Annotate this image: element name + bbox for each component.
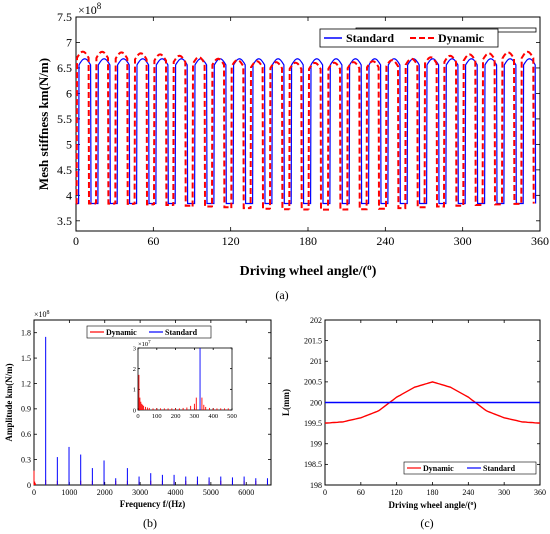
panel-a-y-tick-label: 6.5 <box>57 61 72 75</box>
panel-c-y-tick-label: 201 <box>310 357 322 366</box>
panel-a-y-tick-label: 4.5 <box>57 163 72 177</box>
panel-c-x-tick-label: 240 <box>462 488 474 497</box>
panel-c-x-tick-label: 60 <box>357 488 365 497</box>
panel-a-y-tick-label: 4 <box>66 189 72 203</box>
panel-b-inset-y-tick-label: 2 <box>133 366 136 373</box>
panel-a-y-tick-label: 5.5 <box>57 112 72 126</box>
panel-a-x-tick-label: 120 <box>222 234 240 248</box>
panel-c-x-tick-label: 0 <box>323 488 327 497</box>
panel-b-x-axis-label: Frequency f/(Hz) <box>120 499 186 509</box>
panel-b-y-tick-label: 0.9 <box>21 405 31 414</box>
panel-b-y-tick-label: 0 <box>27 481 31 490</box>
panel-a-x-tick-label: 180 <box>299 234 317 248</box>
panel-b-y-tick-label: 0.3 <box>21 455 31 464</box>
panel-a-y-tick-label: 6 <box>66 87 72 101</box>
panel-b-inset-y-tick-label: 0 <box>133 407 136 414</box>
panel-b-inset-x-tick-label: 500 <box>227 413 237 420</box>
panel-b-inset-y-tick-label: 1 <box>133 387 136 394</box>
panel-a-y-axis-label: Mesh stiffness km(N/m) <box>36 58 51 190</box>
panel-c-y-tick-label: 198 <box>310 481 322 490</box>
panel-b-x-tick-label: 5000 <box>203 488 219 497</box>
panel-a-chart: 0 60 120 180 240 300 360 3.5 4 4.5 5 5.5 6 6.5 7 7.5 ×10… <box>36 1 549 279</box>
panel-a-x-tick-label: 300 <box>454 234 472 248</box>
panel-b-x-tick-label: 6000 <box>238 488 254 497</box>
panel-a-y-tick-label: 5 <box>66 138 72 152</box>
panel-c-y-tick-label: 199 <box>310 440 322 449</box>
panel-a-x-tick-label: 240 <box>376 234 394 248</box>
panel-b-y-tick-label: 1.5 <box>21 354 31 363</box>
panel-b-inset-x-tick-label: 300 <box>190 413 200 420</box>
panel-b-inset-x-tick-label: 0 <box>136 413 139 420</box>
panel-b-inset-x-tick-label: 100 <box>152 413 162 420</box>
panel-c-x-axis-label: Driving wheel angle/(o) <box>389 500 477 510</box>
panel-c-y-tick-label: 202 <box>310 316 322 325</box>
panel-label-a: (a) <box>275 288 288 302</box>
panel-b-legend-label-dynamic: Dynamic <box>106 328 137 337</box>
panel-a-y-tick-label: 7.5 <box>57 10 72 24</box>
panel-b-chart: 0 1000 2000 3000 4000 5000 600000.30.60.91.21.… <box>4 310 272 509</box>
panel-c-y-tick-label: 199.5 <box>304 419 322 428</box>
panel-a-y-tick-label: 3.5 <box>57 214 72 228</box>
panel-b-x-tick-label: 1000 <box>61 488 77 497</box>
panel-b-y-tick-label: 1.2 <box>21 379 31 388</box>
panel-c-y-axis-label: L(mm) <box>281 389 291 416</box>
panel-a-y-multiplier: ×108 <box>78 1 102 17</box>
panel-a-x-axis-label: Driving wheel angle/(o) <box>240 262 377 279</box>
panel-b-x-tick-label: 2000 <box>97 488 113 497</box>
panel-c-x-tick-label: 360 <box>534 488 546 497</box>
panel-b-inset-plot-frame <box>137 347 233 411</box>
panel-c-y-tick-label: 201.5 <box>304 336 322 345</box>
panel-c-y-tick-label: 198.5 <box>304 460 322 469</box>
panel-a-x-tick-label: 60 <box>147 234 159 248</box>
panel-c-y-tick-label: 200 <box>310 398 322 407</box>
panel-b-y-tick-label: 1.8 <box>21 328 31 337</box>
panel-b-x-tick-label: 0 <box>32 488 36 497</box>
panel-a-x-tick-label: 360 <box>531 234 549 248</box>
panel-c-chart: 0 60 120 180 240 300 360 198 198.5 199 199.5 200 200… <box>281 316 546 510</box>
panel-c-legend-label-dynamic: Dynamic <box>423 464 454 473</box>
panel-a-y-tick-label: 7 <box>66 36 72 50</box>
panel-a-legend-label-standard: Standard <box>346 31 394 45</box>
panel-c-legend-label-standard: Standard <box>483 464 516 473</box>
panel-b-inset-x-tick-label: 400 <box>208 413 218 420</box>
panel-c-series-dynamic-line <box>324 381 541 424</box>
panel-a-x-tick-label: 0 <box>73 234 79 248</box>
panel-c-x-tick-label: 120 <box>391 488 403 497</box>
panel-b-inset-y-tick-label: 3 <box>133 345 136 352</box>
panel-b-inset-x-tick-label: 200 <box>171 413 181 420</box>
panel-label-c: (c) <box>420 516 433 530</box>
panel-c-x-tick-label: 180 <box>427 488 439 497</box>
panel-b-legend-label-standard: Standard <box>165 328 198 337</box>
panel-b-inset-y-multiplier: ×107 <box>138 340 151 348</box>
panel-a-legend-label-dynamic: Dynamic <box>438 31 485 45</box>
panel-b-x-tick-label: 4000 <box>167 488 183 497</box>
panel-a-legend-frame <box>319 28 499 48</box>
panel-b-y-tick-label: 0.6 <box>21 430 31 439</box>
panel-label-b: (b) <box>143 516 157 530</box>
panel-a-series-standard-line <box>76 58 537 205</box>
panel-c-x-tick-label: 300 <box>498 488 510 497</box>
panel-a-series-dynamic-line <box>75 50 535 211</box>
panel-b-y-multiplier: ×108 <box>34 310 50 319</box>
panel-b-x-tick-label: 3000 <box>132 488 148 497</box>
panel-b-y-axis-label: Amplitude km(N/m) <box>4 363 14 441</box>
panel-c-y-tick-label: 200.5 <box>304 378 322 387</box>
